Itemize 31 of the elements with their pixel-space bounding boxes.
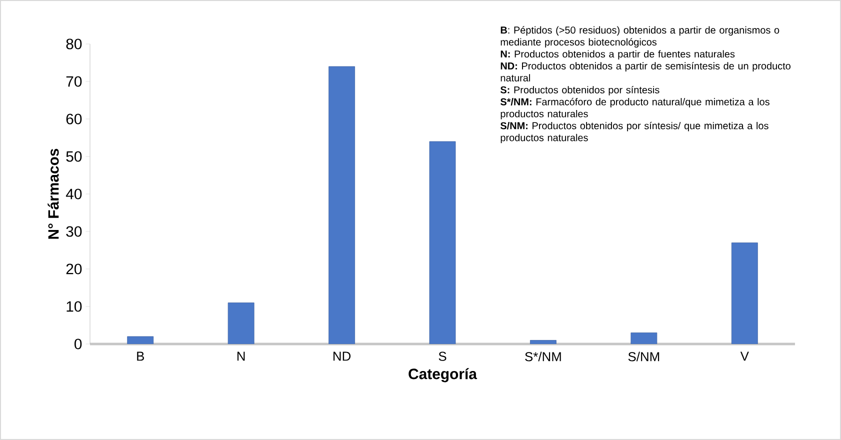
bar bbox=[127, 336, 154, 344]
y-tick-label: 0 bbox=[74, 338, 82, 350]
bar bbox=[731, 242, 758, 344]
y-axis-title: N° Fármacos bbox=[48, 148, 59, 239]
x-tick-label: N bbox=[237, 352, 245, 361]
x-tick-label: ND bbox=[334, 352, 351, 361]
y-tick-label: 40 bbox=[66, 188, 82, 200]
annotation: ND: Productos obtenidos a partir de semisíntesis de un producto natural bbox=[500, 62, 790, 82]
y-tick-label: 80 bbox=[66, 38, 82, 50]
y-tick-label: 60 bbox=[66, 114, 82, 124]
bar bbox=[630, 332, 658, 344]
bar bbox=[530, 340, 556, 344]
annotation: B: Péptidos (>50 residuos) obtenidos a partir de organismos o mediante procesos biotecnológicos bbox=[500, 26, 780, 48]
y-tick-label: 30 bbox=[66, 226, 82, 237]
annotation: S: Productos obtenidos por síntesis bbox=[500, 86, 660, 96]
x-axis-title: Categoría bbox=[408, 368, 478, 382]
bar bbox=[228, 302, 254, 344]
x-tick-label: S bbox=[438, 352, 446, 361]
x-tick-label: V bbox=[740, 352, 749, 361]
bar bbox=[429, 141, 456, 344]
x-tick-label: B bbox=[137, 352, 144, 361]
bar bbox=[328, 66, 355, 344]
annotation: S/NM: Productos obtenidos por síntesis/ que mimetiza a los productos naturales bbox=[500, 122, 768, 144]
y-tick-label: 10 bbox=[66, 301, 82, 312]
y-tick-label: 50 bbox=[66, 151, 82, 162]
x-tick-label: S/NM bbox=[628, 352, 660, 362]
y-tick-label: 70 bbox=[66, 76, 82, 87]
x-tick-label: S*/NM bbox=[525, 352, 561, 362]
annotation: N: Productos obtenidos a partir de fuentes naturales bbox=[500, 50, 735, 60]
y-tick-label: 20 bbox=[66, 264, 82, 274]
annotation: S*/NM: Farmacóforo de producto natural/que mimetiza a los productos naturales bbox=[500, 98, 770, 120]
